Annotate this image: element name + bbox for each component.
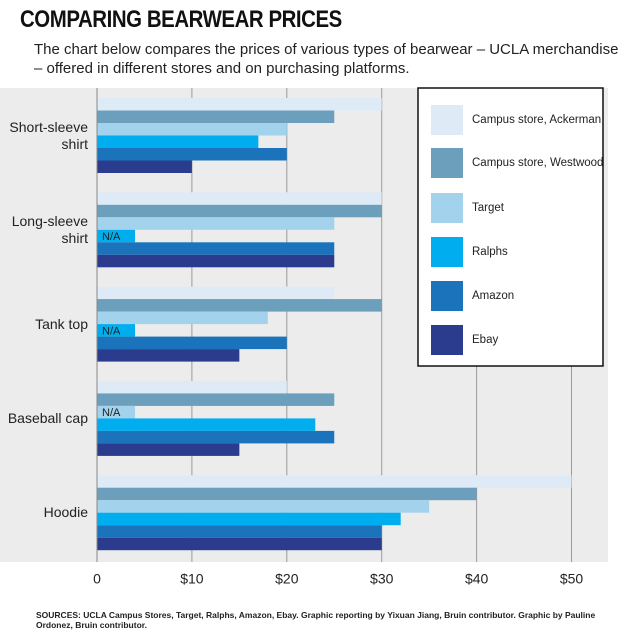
y-tick-label: Short-sleeve shirt xyxy=(9,118,88,152)
bar xyxy=(97,98,382,111)
chart-subtitle: The chart below compares the prices of v… xyxy=(34,41,619,77)
bar xyxy=(97,336,287,350)
legend: Campus store, Ackerman Campus store, West… xyxy=(417,87,604,367)
bar xyxy=(97,430,335,444)
bar xyxy=(97,500,430,513)
na-box xyxy=(97,229,135,243)
bar xyxy=(97,525,382,538)
bar xyxy=(97,487,477,501)
value-label: N/A xyxy=(102,325,121,337)
bar xyxy=(97,135,259,148)
y-tick-label: Tank top xyxy=(35,315,88,332)
x-tick-label: $10 xyxy=(180,571,204,587)
bar xyxy=(97,380,287,394)
bar xyxy=(97,393,335,406)
x-tick-label: $50 xyxy=(560,571,584,587)
bar xyxy=(97,123,287,136)
value-label: N/A xyxy=(102,231,121,243)
x-tick-label: 0 xyxy=(93,571,101,587)
legend-swatch xyxy=(431,105,463,135)
bar xyxy=(97,254,335,268)
bar xyxy=(97,512,401,526)
bar xyxy=(97,537,382,551)
bar xyxy=(97,418,316,431)
legend-box xyxy=(417,87,604,367)
source-note: SOURCES: UCLA Campus Stores, Target, Ral… xyxy=(36,610,596,630)
bar xyxy=(97,110,335,123)
legend-swatch xyxy=(431,237,463,267)
legend-swatch xyxy=(431,325,463,355)
y-tick-label: Long-sleeve shirt xyxy=(11,212,88,246)
legend-swatch xyxy=(431,193,463,223)
bar xyxy=(97,286,335,300)
na-box xyxy=(97,324,135,337)
legend-label: Ebay xyxy=(472,334,498,346)
legend-label: Campus store, Westwood xyxy=(472,157,603,169)
bar xyxy=(97,204,382,218)
x-tick-label: $20 xyxy=(275,571,299,587)
legend-label: Campus store, Ackerman xyxy=(472,114,601,126)
bar xyxy=(97,242,335,255)
bar xyxy=(97,311,268,325)
legend-label: Target xyxy=(472,202,505,214)
bar xyxy=(97,192,382,205)
bar xyxy=(97,148,287,161)
y-tick-label: Hoodie xyxy=(43,504,88,521)
na-box xyxy=(97,405,135,419)
bar xyxy=(97,160,192,173)
bar xyxy=(97,349,240,362)
bar xyxy=(97,299,382,312)
legend-label: Amazon xyxy=(472,290,514,302)
y-tick-label: Baseball cap xyxy=(7,409,88,426)
chart-title: COMPARING BEARWEAR PRICES xyxy=(20,6,342,33)
legend-swatch xyxy=(431,281,463,311)
value-label: N/A xyxy=(102,407,121,419)
bar xyxy=(97,443,240,456)
legend-label: Ralphs xyxy=(472,246,508,258)
bar xyxy=(97,475,572,488)
legend-swatch xyxy=(431,148,463,178)
bar xyxy=(97,217,335,230)
x-tick-label: $40 xyxy=(465,571,489,587)
x-tick-label: $30 xyxy=(370,571,394,587)
